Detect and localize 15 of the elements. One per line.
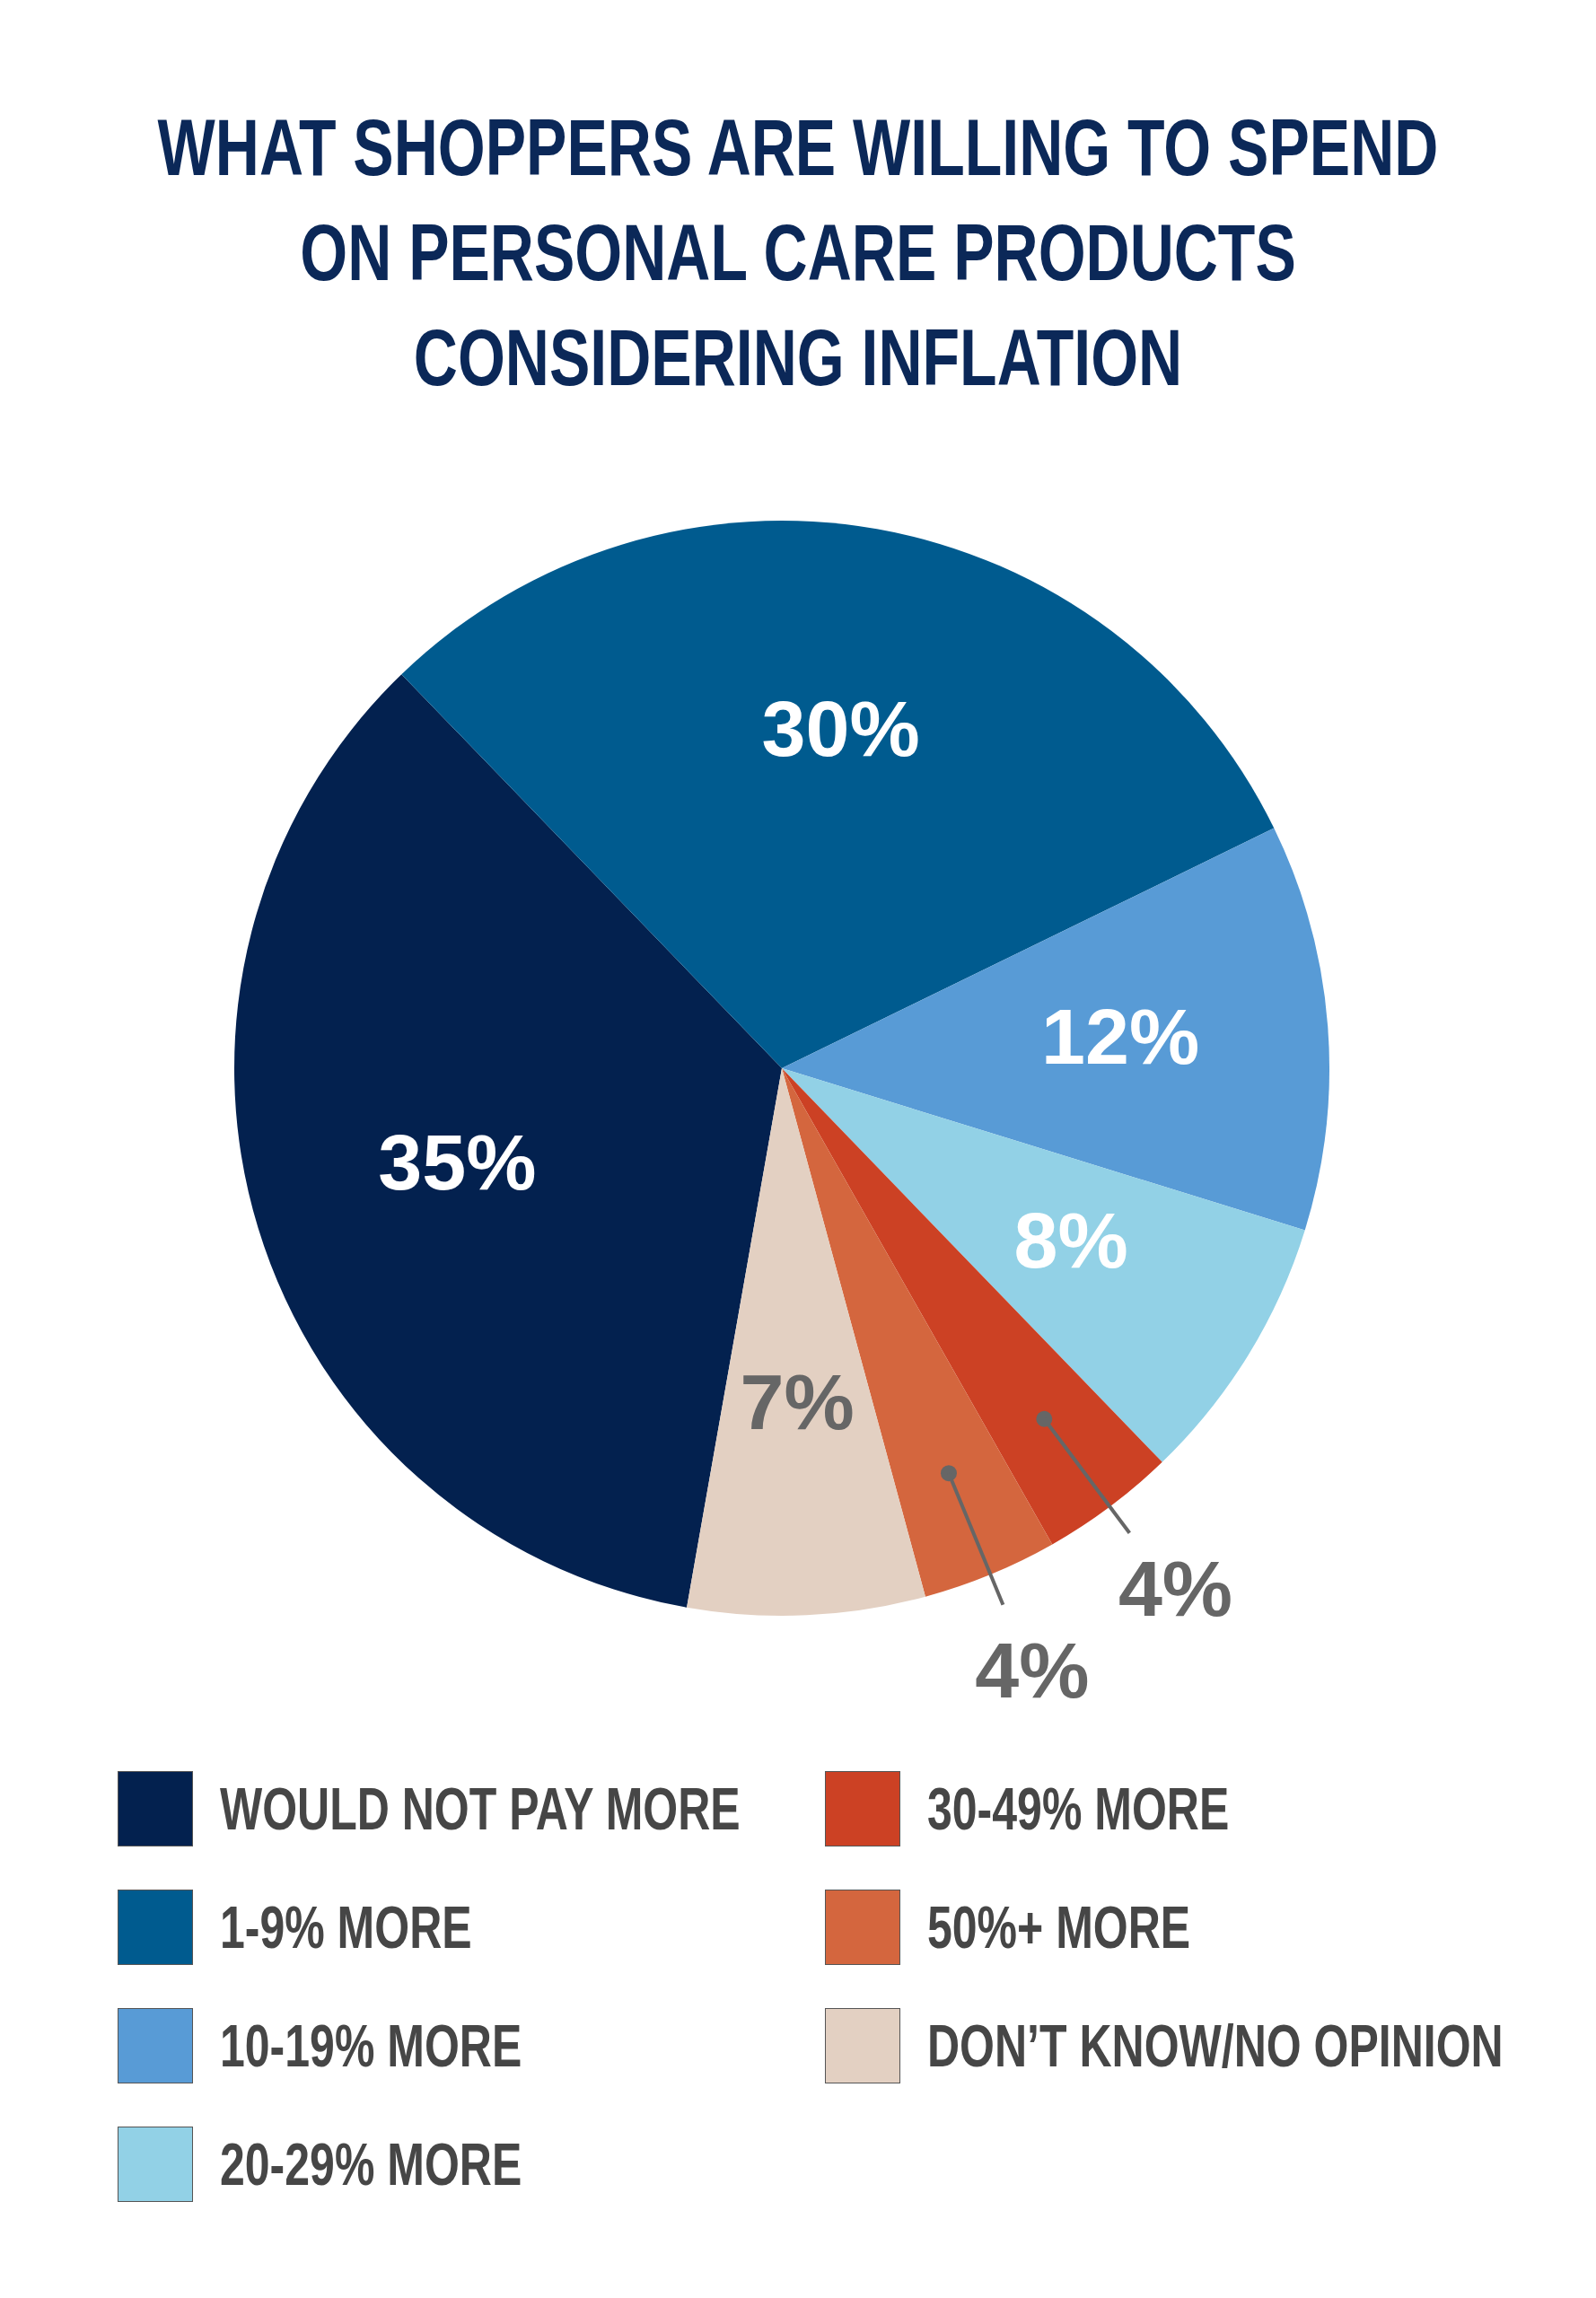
- legend-label: 30-49% MORE: [927, 1775, 1230, 1843]
- data-label: 4%: [975, 1626, 1090, 1715]
- data-label: 8%: [1013, 1196, 1128, 1285]
- legend-label: 1-9% MORE: [220, 1893, 472, 1961]
- data-label: 12%: [1041, 992, 1200, 1082]
- legend-label: 20-29% MORE: [220, 2130, 522, 2198]
- legend-label: 50%+ MORE: [927, 1893, 1191, 1961]
- data-label: 30%: [761, 683, 920, 773]
- data-label: 35%: [378, 1117, 537, 1206]
- legend-label: DON’T KNOW/NO OPINION: [927, 2012, 1504, 2080]
- data-label: 4%: [1118, 1544, 1233, 1634]
- legend-label: WOULD NOT PAY MORE: [220, 1775, 741, 1843]
- legend-label: 10-19% MORE: [220, 2012, 522, 2080]
- chart-title: WHAT SHOPPERS ARE WILLING TO SPEND ON PERSONAL CARE PRODUCTS CONSIDERING INFLATION: [156, 101, 1440, 403]
- data-label: 7%: [740, 1357, 855, 1447]
